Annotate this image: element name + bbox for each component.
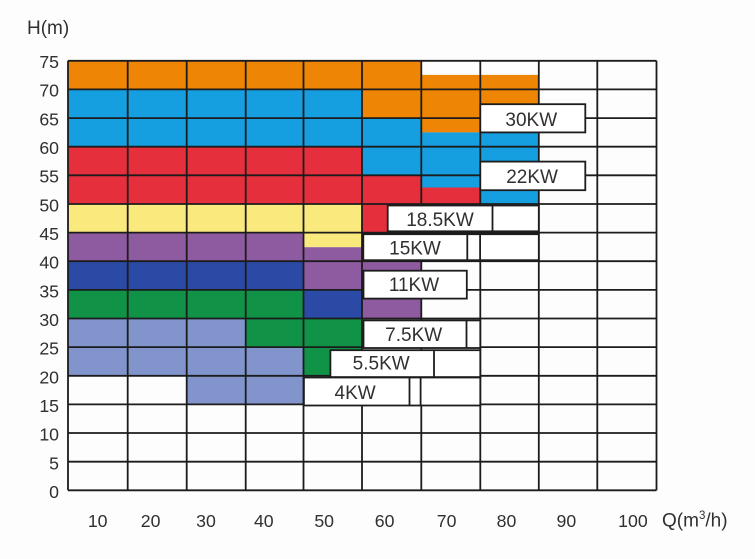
svg-text:90: 90: [557, 511, 577, 531]
svg-text:H(m): H(m): [27, 18, 69, 39]
svg-text:0: 0: [49, 482, 59, 502]
svg-text:50: 50: [39, 195, 59, 215]
svg-text:45: 45: [39, 224, 59, 244]
svg-text:75: 75: [39, 52, 59, 72]
svg-text:25: 25: [39, 339, 59, 359]
svg-text:20: 20: [39, 367, 59, 387]
svg-text:20: 20: [141, 511, 161, 531]
svg-text:80: 80: [497, 511, 517, 531]
svg-text:60: 60: [375, 511, 395, 531]
svg-text:55: 55: [39, 167, 59, 187]
svg-text:30: 30: [196, 511, 216, 531]
svg-text:5.5KW: 5.5KW: [353, 354, 410, 375]
svg-text:5: 5: [49, 453, 59, 473]
svg-text:22KW: 22KW: [506, 167, 558, 188]
svg-text:100: 100: [618, 511, 648, 531]
svg-text:30: 30: [39, 310, 59, 330]
svg-text:40: 40: [254, 511, 274, 531]
svg-text:11KW: 11KW: [389, 275, 439, 296]
svg-text:40: 40: [39, 253, 59, 273]
svg-text:70: 70: [437, 511, 457, 531]
svg-text:10: 10: [39, 425, 59, 445]
svg-text:30KW: 30KW: [505, 110, 557, 131]
svg-text:10: 10: [88, 511, 108, 531]
svg-text:15KW: 15KW: [389, 239, 441, 260]
svg-text:65: 65: [39, 109, 59, 129]
svg-text:15: 15: [39, 396, 59, 416]
svg-text:50: 50: [314, 511, 334, 531]
svg-text:7.5KW: 7.5KW: [385, 325, 442, 346]
svg-text:70: 70: [39, 81, 59, 101]
svg-text:35: 35: [39, 281, 59, 301]
svg-text:60: 60: [39, 138, 59, 158]
svg-text:Q(m3/h): Q(m3/h): [662, 510, 728, 532]
svg-text:4KW: 4KW: [335, 383, 376, 404]
svg-text:18.5KW: 18.5KW: [406, 210, 474, 231]
